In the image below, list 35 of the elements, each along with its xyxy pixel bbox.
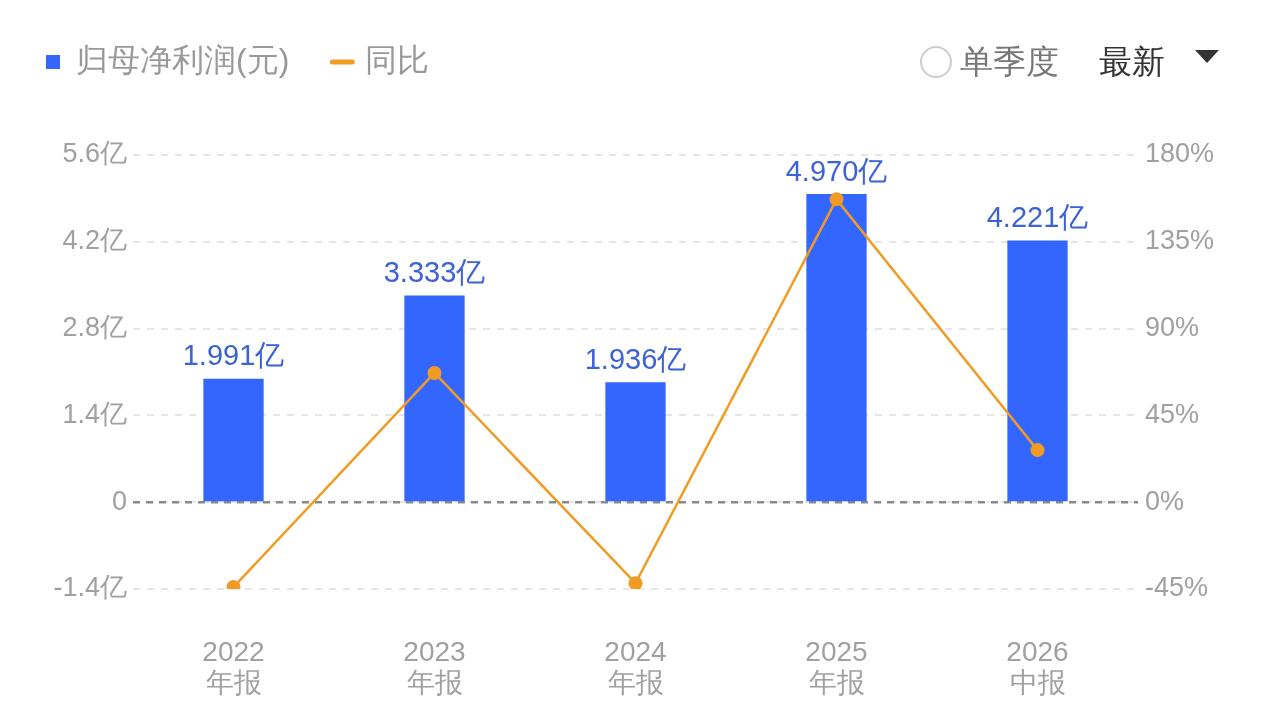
bar (806, 194, 867, 502)
y2-tick-label: 0% (1145, 485, 1185, 516)
x-tick-label: 2024 年报 (604, 636, 667, 698)
x-tick-label: 2025 年报 (805, 636, 868, 698)
y2-tick-label: 90% (1145, 312, 1200, 343)
y-tick-label: 0 (111, 485, 127, 516)
text: 单季度 (960, 42, 1059, 82)
y-tick-label: 2.8亿 (62, 312, 127, 343)
data-label: 4.221亿 (986, 201, 1089, 233)
legend-label: 归母净利润(元) (76, 41, 290, 78)
y2-tick-label: 135% (1145, 225, 1215, 256)
y2-tick-label: 45% (1145, 398, 1200, 429)
bar (605, 382, 666, 502)
point (427, 365, 442, 380)
y2-tick-label: -45% (1145, 572, 1209, 603)
data-label: 3.333亿 (383, 256, 486, 289)
bar (203, 378, 264, 502)
point (829, 192, 844, 207)
y-tick-label: 5.6亿 (62, 138, 127, 169)
x-tick-label: 2022 年报 (202, 636, 265, 698)
x-tick-label: 2023 年报 (403, 636, 466, 698)
data-label: 1.991亿 (182, 339, 285, 372)
data-label: 4.970亿 (785, 154, 888, 187)
y-tick-label: 4.2亿 (62, 225, 127, 256)
y-tick-label: 1.4亿 (62, 398, 127, 429)
point (1030, 443, 1045, 458)
x-tick-label: 2026 中报 (1006, 636, 1069, 698)
point (628, 576, 643, 589)
text: 最新 (1099, 42, 1165, 82)
bar (404, 295, 465, 502)
bar (1007, 240, 1068, 502)
y2-tick-label: 180% (1145, 138, 1215, 169)
y-tick-label: -1.4亿 (53, 572, 127, 603)
data-label: 1.936亿 (584, 342, 687, 375)
legend-label: 同比 (365, 41, 430, 78)
